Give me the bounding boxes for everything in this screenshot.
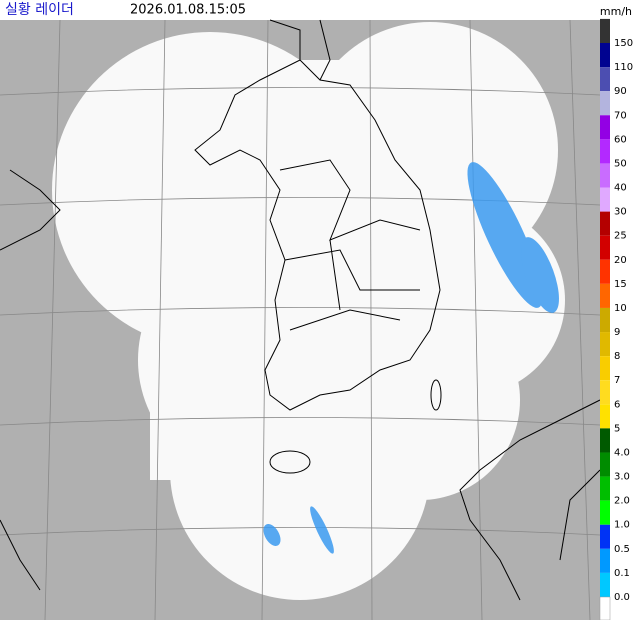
radar-coverage — [52, 22, 565, 600]
legend-label: 90 — [614, 86, 627, 97]
legend-swatch — [600, 43, 610, 68]
legend-label: 70 — [614, 110, 627, 121]
legend-swatch — [600, 307, 610, 333]
legend-swatch — [600, 452, 610, 477]
legend-swatch — [600, 476, 610, 501]
legend-swatch — [600, 139, 610, 164]
legend-label: 1.0 — [614, 520, 630, 531]
legend-swatch — [600, 332, 610, 357]
legend-label: 30 — [614, 207, 627, 218]
legend-label: 9 — [614, 327, 620, 338]
legend-label: 0.1 — [614, 568, 630, 579]
legend-label: 8 — [614, 351, 620, 362]
legend-label: 15 — [614, 279, 627, 290]
legend-bar-bottom — [599, 596, 611, 621]
legend-swatch — [600, 187, 610, 212]
legend-label: 7 — [614, 375, 620, 386]
legend-label: 20 — [614, 255, 627, 266]
legend-swatch — [600, 428, 610, 453]
title: 실황 레이더 — [5, 2, 74, 18]
legend-swatch — [600, 500, 610, 525]
legend-label: 0.5 — [614, 544, 630, 555]
legend-swatch — [600, 67, 610, 92]
unit: mm/h — [600, 5, 632, 18]
grid — [0, 19, 601, 621]
legend-label: 10 — [614, 303, 627, 314]
legend-label: 150 — [614, 38, 633, 49]
legend: 150 110 90 70 60 50 40 30 25 20 15 10 9 8 7 6 5 4.0 3.0 2.0… — [599, 18, 633, 621]
timestamp: 2026.01.08.15:05 — [130, 3, 246, 18]
legend-swatch — [600, 91, 610, 116]
legend-swatch — [600, 259, 610, 284]
legend-label: 6 — [614, 399, 620, 410]
legend-swatch — [600, 211, 610, 236]
legend-label: 25 — [614, 231, 627, 242]
legend-swatch — [600, 380, 610, 405]
legend-label: 110 — [614, 62, 633, 73]
legend-swatch — [600, 356, 610, 381]
legend-swatch — [600, 404, 610, 429]
legend-label: 0.0 — [614, 592, 630, 603]
coastline — [0, 19, 601, 601]
legend-swatch — [600, 283, 610, 308]
legend-label: 50 — [614, 158, 627, 169]
legend-label: 4.0 — [614, 447, 630, 458]
legend-swatch — [600, 18, 610, 43]
legend-label: 40 — [614, 183, 627, 194]
legend-label: 60 — [614, 134, 627, 145]
legend-swatch — [600, 235, 610, 260]
map — [0, 19, 601, 621]
legend-swatch — [600, 115, 610, 140]
legend-swatch — [600, 548, 610, 573]
legend-label: 5 — [614, 423, 620, 434]
legend-label: 3.0 — [614, 472, 630, 483]
legend-swatch — [600, 572, 610, 597]
precipitation — [263, 162, 559, 554]
legend-label: 2.0 — [614, 496, 630, 507]
legend-swatch — [600, 524, 610, 549]
legend-swatch — [600, 163, 610, 188]
